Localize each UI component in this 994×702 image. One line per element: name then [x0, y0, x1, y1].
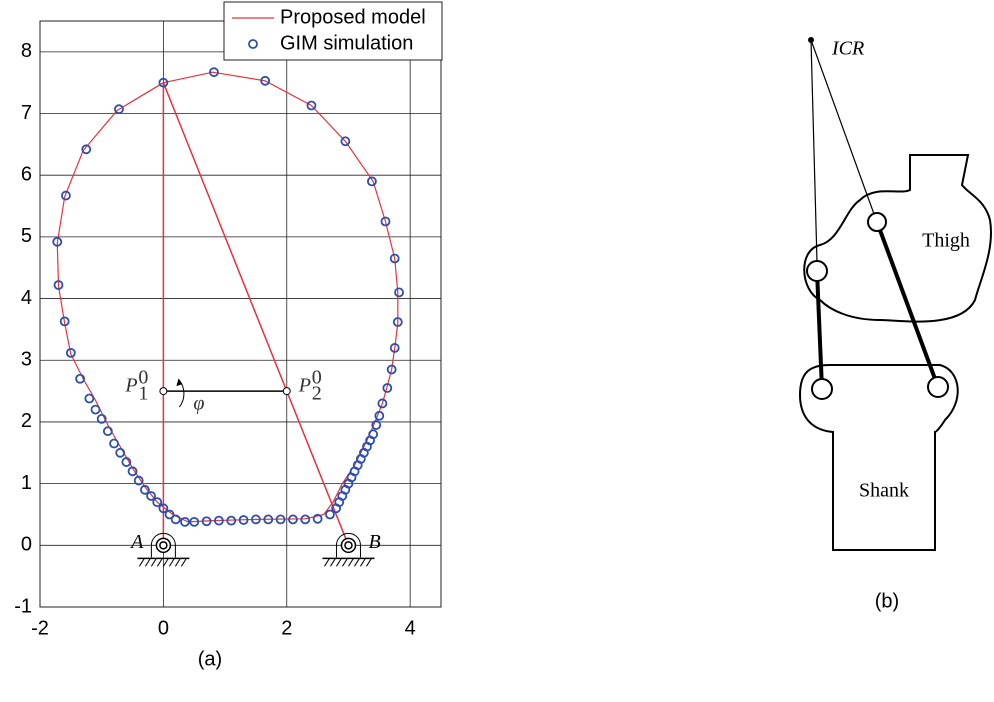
point-label: P [298, 375, 311, 397]
figure: -2024-1012345678ABP10P20φProposed modelG… [0, 0, 994, 702]
angle-label: φ [193, 393, 204, 415]
link [817, 271, 822, 389]
legend-label: Proposed model [280, 6, 426, 28]
y-tick-label: 7 [21, 102, 32, 124]
diagram [800, 38, 991, 551]
joint [928, 377, 948, 397]
icr-line [811, 40, 874, 214]
x-tick-label: 4 [405, 617, 416, 639]
point-sup: 0 [138, 367, 148, 389]
pivot [341, 538, 355, 552]
x-tick-label: -2 [31, 617, 49, 639]
icr-label: ICR [831, 38, 864, 60]
support-label: A [129, 531, 144, 553]
pivot [156, 538, 170, 552]
legend-label: GIM simulation [280, 32, 413, 54]
y-tick-label: -1 [14, 595, 32, 617]
point-label: P [124, 375, 137, 397]
caption: (b) [875, 590, 899, 612]
y-tick-label: 1 [21, 472, 32, 494]
shank-label: Shank [859, 480, 909, 502]
joint [812, 379, 832, 399]
joint-point [283, 388, 290, 395]
y-tick-label: 5 [21, 225, 32, 247]
joint [807, 261, 827, 281]
y-tick-label: 3 [21, 349, 32, 371]
point-sup: 0 [312, 367, 322, 389]
x-tick-label: 0 [158, 617, 169, 639]
joint [868, 213, 886, 231]
caption: (a) [198, 648, 222, 670]
icr-line [811, 40, 817, 262]
y-tick-label: 8 [21, 40, 32, 62]
y-tick-label: 6 [21, 163, 32, 185]
x-tick-label: 2 [281, 617, 292, 639]
y-tick-label: 2 [21, 410, 32, 432]
y-tick-label: 4 [21, 287, 32, 309]
thigh-label: Thigh [922, 230, 970, 252]
support-label: B [368, 531, 380, 553]
joint-point [160, 388, 167, 395]
y-tick-label: 0 [21, 534, 32, 556]
